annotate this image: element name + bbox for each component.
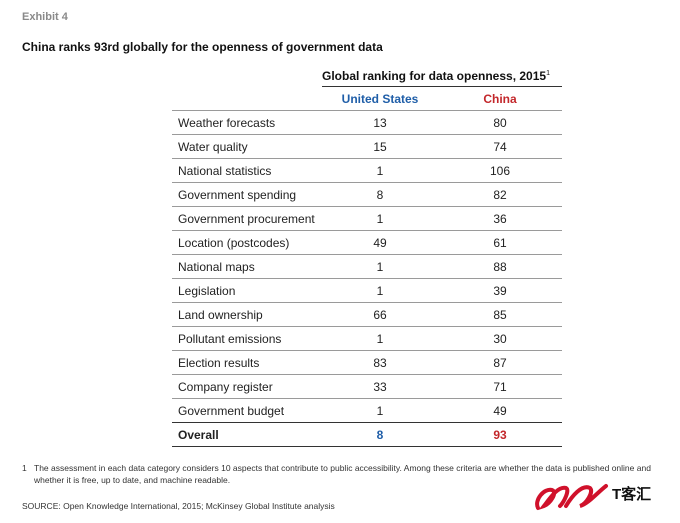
china-rank: 106 xyxy=(489,164,511,178)
china-rank: 87 xyxy=(493,356,507,370)
table-row: Election results 83 87 xyxy=(172,350,562,374)
overall-label: Overall xyxy=(178,428,219,442)
overall-united-states-rank: 8 xyxy=(376,428,384,442)
table-row: Pollutant emissions 1 30 xyxy=(172,326,562,350)
row-category: Location (postcodes) xyxy=(178,236,290,250)
united-states-rank: 33 xyxy=(373,380,387,394)
table-row: Government budget 1 49 xyxy=(172,398,562,422)
row-category: Water quality xyxy=(178,140,248,154)
united-states-rank: 1 xyxy=(376,284,384,298)
china-rank: 85 xyxy=(493,308,507,322)
source-note: SOURCE: Open Knowledge International, 20… xyxy=(22,501,335,511)
column-header-united-states: United States xyxy=(341,92,419,106)
overall-row: Overall 8 93 xyxy=(172,422,562,447)
row-category: Government spending xyxy=(178,188,297,202)
row-category: Company register xyxy=(178,380,273,394)
table-row: Government procurement 1 36 xyxy=(172,206,562,230)
china-rank: 88 xyxy=(493,260,507,274)
column-header-china: China xyxy=(483,92,517,106)
row-category: Government budget xyxy=(178,404,285,418)
united-states-rank: 1 xyxy=(376,260,384,274)
united-states-rank: 1 xyxy=(376,164,384,178)
ranking-table: Weather forecasts 13 80 Water quality 15 74 Na… xyxy=(172,110,562,447)
row-category: National statistics xyxy=(178,164,272,178)
row-category: Weather forecasts xyxy=(178,116,276,130)
united-states-rank: 66 xyxy=(373,308,387,322)
table-row: Location (postcodes) 49 61 xyxy=(172,230,562,254)
row-category: National maps xyxy=(178,260,255,274)
china-rank: 36 xyxy=(493,212,507,226)
china-rank: 49 xyxy=(493,404,507,418)
table-row: Government spending 8 82 xyxy=(172,182,562,206)
united-states-rank: 1 xyxy=(376,212,384,226)
footnote: 1 The assessment in each data category c… xyxy=(22,462,672,486)
united-states-rank: 13 xyxy=(373,116,387,130)
united-states-rank: 83 xyxy=(373,356,387,370)
united-states-rank: 1 xyxy=(376,404,384,418)
table-row: Weather forecasts 13 80 xyxy=(172,110,562,134)
table-row: Land ownership 66 85 xyxy=(172,302,562,326)
overall-china-rank: 93 xyxy=(493,428,507,442)
footnote-number: 1 xyxy=(22,463,27,473)
table-row: National statistics 1 106 xyxy=(172,158,562,182)
watermark-swoosh-2 xyxy=(564,484,608,508)
footnote-marker: 1 xyxy=(546,70,550,77)
row-category: Land ownership xyxy=(178,308,263,322)
china-rank: 80 xyxy=(493,116,507,130)
row-category: Election results xyxy=(178,356,260,370)
exhibit-label: Exhibit 4 xyxy=(22,11,68,23)
table-row: Water quality 15 74 xyxy=(172,134,562,158)
china-rank: 82 xyxy=(493,188,507,202)
united-states-rank: 49 xyxy=(373,236,387,250)
row-category: Legislation xyxy=(178,284,236,298)
table-row: Company register 33 71 xyxy=(172,374,562,398)
china-rank: 61 xyxy=(493,236,507,250)
row-category: Government procurement xyxy=(178,212,315,226)
china-rank: 39 xyxy=(493,284,507,298)
column-group-header: Global ranking for data openness, 20151 xyxy=(322,69,562,83)
watermark-logo xyxy=(535,484,608,510)
china-rank: 30 xyxy=(493,332,507,346)
united-states-rank: 15 xyxy=(373,140,387,154)
header-rule xyxy=(322,86,562,87)
united-states-rank: 1 xyxy=(376,332,384,346)
united-states-rank: 8 xyxy=(376,188,384,202)
watermark-text: T客汇 xyxy=(612,486,652,503)
table-row: Legislation 1 39 xyxy=(172,278,562,302)
china-rank: 71 xyxy=(493,380,507,394)
column-group-header-text: Global ranking for data openness, 2015 xyxy=(322,69,547,83)
watermark-swoosh-1 xyxy=(535,485,570,510)
footnote-text: The assessment in each data category con… xyxy=(34,463,651,485)
table-row: National maps 1 88 xyxy=(172,254,562,278)
china-rank: 74 xyxy=(493,140,507,154)
chart-title: China ranks 93rd globally for the openne… xyxy=(22,40,383,54)
row-category: Pollutant emissions xyxy=(178,332,282,346)
